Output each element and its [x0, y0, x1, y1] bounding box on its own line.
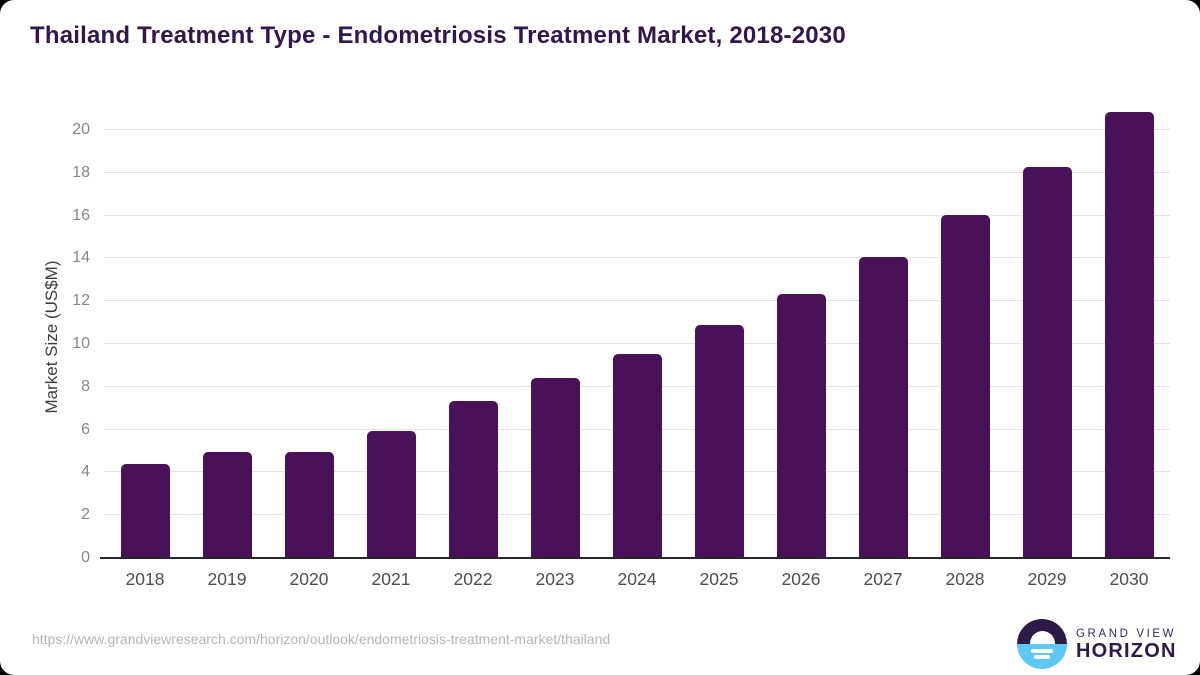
brand-logo: GRAND VIEW HORIZON	[1017, 619, 1177, 669]
x-axis-line	[100, 557, 1170, 559]
source-url: https://www.grandviewresearch.com/horizo…	[32, 631, 611, 647]
bar-2022[interactable]	[448, 400, 498, 558]
bar-slot	[432, 100, 514, 558]
bar-2024[interactable]	[612, 353, 662, 558]
bar-series	[104, 100, 1170, 558]
y-tick-label: 2	[81, 506, 90, 524]
gridline	[104, 300, 1170, 302]
bar-2030[interactable]	[1104, 111, 1154, 558]
bar-2027[interactable]	[858, 257, 908, 558]
bar-2020[interactable]	[284, 451, 334, 558]
bar-slot	[104, 100, 186, 558]
y-tick-label: 20	[72, 120, 90, 138]
x-tick-label: 2026	[781, 569, 821, 589]
y-tick-label: 6	[81, 420, 90, 438]
bar-slot	[842, 100, 924, 558]
y-tick-label: 12	[72, 292, 90, 310]
bar-2026[interactable]	[776, 293, 826, 558]
logo-text: GRAND VIEW HORIZON	[1076, 626, 1177, 662]
bar-slot	[924, 100, 1006, 558]
bar-2023[interactable]	[530, 378, 580, 558]
reflection-line	[1034, 655, 1050, 659]
bar-slot	[350, 100, 432, 558]
y-axis-tick-labels: 0 2 4 6 8 10 12 14 16 18 20	[0, 100, 90, 566]
y-tick-label: 14	[72, 249, 90, 267]
x-tick-label: 2019	[207, 569, 247, 589]
y-tick-label: 4	[81, 463, 90, 481]
x-tick-label: 2029	[1027, 569, 1067, 589]
bar-slot	[514, 100, 596, 558]
x-tick-label: 2020	[289, 569, 329, 589]
plot-area	[104, 100, 1170, 558]
x-tick-label: 2018	[125, 569, 165, 589]
x-tick-label: 2024	[617, 569, 657, 589]
bar-2018[interactable]	[120, 464, 170, 558]
bar-2025[interactable]	[694, 325, 744, 558]
x-tick-label: 2022	[453, 569, 493, 589]
bar-slot	[268, 100, 350, 558]
bar-slot	[678, 100, 760, 558]
bar-slot	[1006, 100, 1088, 558]
y-tick-label: 10	[72, 334, 90, 352]
y-tick-label: 16	[72, 206, 90, 224]
gridline	[104, 128, 1170, 130]
gridline	[104, 171, 1170, 173]
bar-2019[interactable]	[202, 452, 252, 558]
bar-slot	[1088, 100, 1170, 558]
x-tick-label: 2027	[863, 569, 903, 589]
bar-slot	[186, 100, 268, 558]
gridline	[104, 257, 1170, 259]
x-axis-tick-labels: 2018 2019 2020 2021 2022 2023 2024 2025 2026 2027…	[104, 569, 1170, 590]
chart-title: Thailand Treatment Type - Endometriosis …	[30, 22, 846, 49]
bar-slot	[760, 100, 842, 558]
logo-grand-view-label: GRAND VIEW	[1076, 628, 1177, 640]
bar-2028[interactable]	[940, 214, 990, 558]
x-tick-label: 2025	[699, 569, 739, 589]
x-tick-label: 2021	[371, 569, 411, 589]
x-tick-label: 2030	[1109, 569, 1149, 589]
bar-2029[interactable]	[1022, 167, 1072, 558]
gridline	[104, 342, 1170, 344]
gridline	[104, 214, 1170, 216]
bar-2021[interactable]	[366, 431, 416, 558]
x-tick-label: 2028	[945, 569, 985, 589]
sun-dome-shape	[1029, 631, 1055, 644]
reflection-line	[1031, 649, 1053, 653]
y-tick-label: 8	[81, 377, 90, 395]
logo-horizon-label: HORIZON	[1076, 640, 1177, 662]
x-tick-label: 2023	[535, 569, 575, 589]
y-tick-label: 0	[81, 549, 90, 566]
y-tick-label: 18	[72, 163, 90, 181]
bar-slot	[596, 100, 678, 558]
horizon-sunrise-icon	[1017, 619, 1067, 669]
